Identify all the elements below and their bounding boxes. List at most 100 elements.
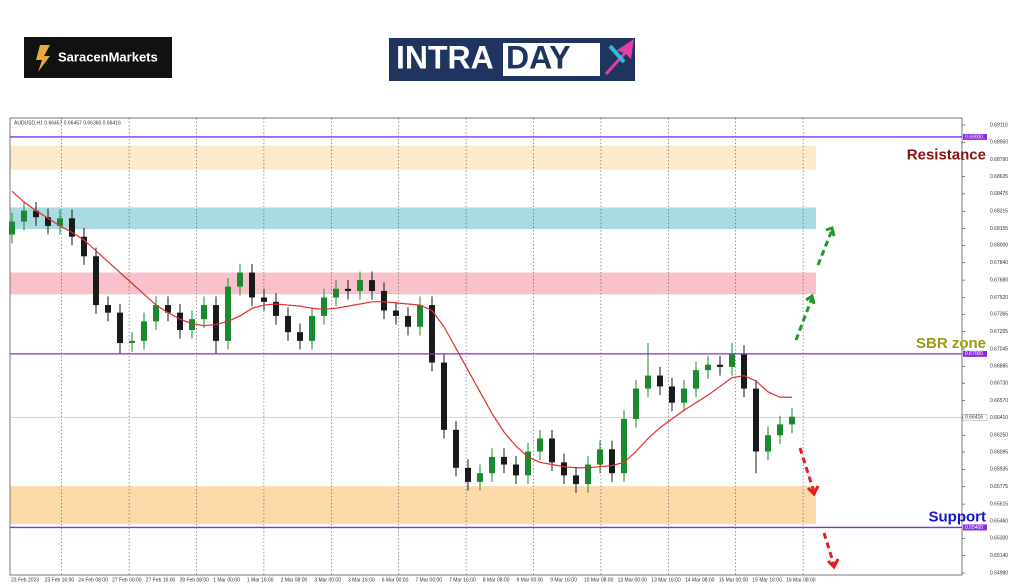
y-tick-label: 0.68315 — [990, 209, 1008, 215]
plot: 23 Feb 2023 23 Feb 16:00 24 Feb 08:00 27 Fe… — [9, 117, 1008, 583]
annotation: Resistance — [907, 146, 986, 163]
candle-body — [609, 449, 615, 474]
zone — [10, 272, 816, 295]
candle-body — [33, 210, 39, 218]
candle-body — [669, 386, 675, 403]
down-arrow-head — [826, 558, 840, 570]
candle-body — [549, 438, 555, 463]
y-tick-label: 0.68790 — [990, 157, 1008, 163]
x-tick-label: 27 Feb 16:00 — [146, 577, 176, 583]
intraday-text-a: INTRA — [396, 39, 494, 75]
candle-body — [261, 297, 267, 302]
y-tick-label: 0.67205 — [990, 329, 1008, 335]
y-tick-label: 0.68155 — [990, 226, 1008, 232]
candle-body — [621, 418, 627, 474]
y-tick-label: 0.65935 — [990, 467, 1008, 473]
candle-body — [57, 218, 63, 226]
saracen-icon — [36, 45, 50, 72]
x-tick-label: 24 Feb 08:00 — [78, 577, 108, 583]
y-tick-label: 0.67520 — [990, 295, 1008, 301]
x-tick-label: 8 Mar 08:00 — [483, 577, 510, 583]
y-tick-label: 0.69110 — [990, 122, 1008, 128]
candle-body — [177, 312, 183, 331]
intraday-arrow2 — [608, 44, 626, 64]
x-tick-label: 23 Feb 16:00 — [45, 577, 75, 583]
x-tick-label: 7 Mar 16:00 — [449, 577, 476, 583]
candle-body — [633, 388, 639, 419]
candle-body — [357, 280, 363, 291]
candle-body — [585, 464, 591, 485]
candle-body — [561, 462, 567, 476]
y-tick-label: 0.66250 — [990, 433, 1008, 439]
level-tag — [963, 350, 987, 357]
y-tick-label: 0.65300 — [990, 536, 1008, 542]
candle-body — [69, 218, 75, 237]
candle-body — [777, 424, 783, 436]
up-arrow — [794, 297, 814, 341]
x-tick-label: 3 Mar 16:00 — [348, 577, 375, 583]
candle-body — [441, 362, 447, 430]
up-arrow-head — [805, 293, 816, 305]
candle-body — [117, 312, 123, 344]
candle-body — [237, 272, 243, 287]
y-tick-label: 0.66730 — [990, 380, 1008, 386]
x-tick-label: 1 Mar 00:00 — [213, 577, 240, 583]
intraday-box — [503, 43, 600, 76]
candle-body — [141, 321, 147, 341]
current-tag — [962, 414, 988, 421]
y-tick-label: 0.65775 — [990, 484, 1008, 490]
y-tick-label: 0.68475 — [990, 191, 1008, 197]
candle-body — [45, 217, 51, 226]
candle-body — [165, 305, 171, 313]
level-label: 0.69000 — [965, 134, 983, 140]
candle-body — [249, 272, 255, 298]
candle-body — [597, 449, 603, 465]
candle-body — [93, 256, 99, 306]
x-tick-label: 10 Mar 08:00 — [584, 577, 614, 583]
y-tick-label: 0.67840 — [990, 260, 1008, 266]
candle-body — [105, 305, 111, 313]
candle-body — [453, 429, 459, 468]
y-tick-label: 0.65460 — [990, 518, 1008, 524]
candle-body — [705, 364, 711, 371]
x-tick-label: 9 Mar 00:00 — [517, 577, 544, 583]
x-tick-label: 15 Mar 16:00 — [752, 577, 782, 583]
candle-body — [729, 353, 735, 367]
candle-body — [429, 305, 435, 363]
x-tick-label: 1 Mar 16:00 — [247, 577, 274, 583]
annotation: Support — [929, 509, 987, 526]
y-tick-label: 0.65615 — [990, 501, 1008, 507]
intraday-arrow — [604, 38, 634, 76]
x-tick-label: 7 Mar 00:00 — [415, 577, 442, 583]
zone — [10, 207, 816, 230]
zone — [10, 486, 816, 525]
candle-body — [681, 388, 687, 403]
candle-body — [417, 305, 423, 327]
candle-body — [273, 301, 279, 316]
y-tick-label: 0.68950 — [990, 140, 1008, 146]
y-tick-label: 0.68635 — [990, 174, 1008, 180]
candle-body — [297, 332, 303, 341]
candle-body — [573, 475, 579, 485]
candle-body — [333, 288, 339, 298]
candle-body — [285, 315, 291, 333]
candle-body — [225, 286, 231, 341]
candle-body — [753, 388, 759, 452]
candle-body — [129, 340, 135, 344]
plot-frame — [9, 117, 963, 576]
candle-body — [693, 370, 699, 389]
candle-body — [321, 297, 327, 316]
x-tick-label: 3 Mar 00:00 — [314, 577, 341, 583]
candle-body — [9, 221, 15, 235]
y-tick-label: 0.67045 — [990, 346, 1008, 352]
intraday-text-b: DAY — [506, 39, 571, 75]
candle-body — [369, 280, 375, 291]
candle-body — [537, 438, 543, 452]
x-tick-label: 2 Mar 08:00 — [281, 577, 308, 583]
level-label: 0.67000 — [965, 351, 983, 357]
candle-body — [717, 364, 723, 367]
candle-body — [525, 451, 531, 476]
x-tick-label: 28 Feb 08:00 — [180, 577, 210, 583]
arrows — [794, 226, 840, 570]
candle-body — [153, 305, 159, 322]
